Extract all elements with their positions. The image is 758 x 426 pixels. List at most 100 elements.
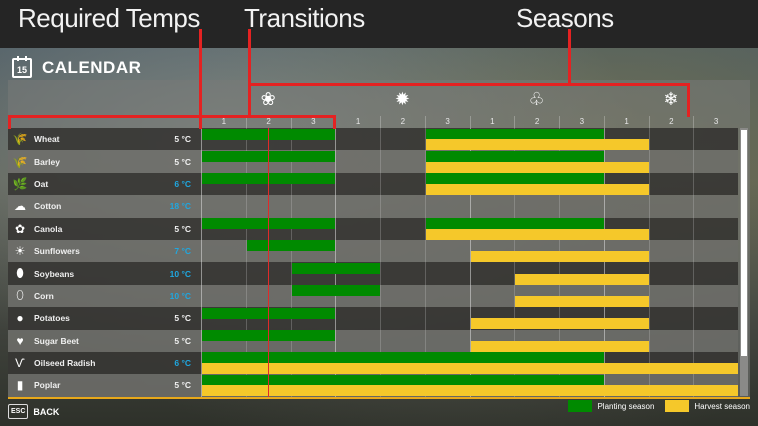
crop-required-temp: 10 °C xyxy=(169,290,191,301)
grid-cell xyxy=(245,262,291,285)
grid-cell xyxy=(693,172,738,196)
grid-cell xyxy=(335,150,380,173)
grid-cell xyxy=(380,172,425,196)
crop-icon: ☀ xyxy=(14,244,26,259)
crop-name: Oilseed Radish xyxy=(34,358,96,369)
grid-cell xyxy=(335,172,380,196)
crop-row[interactable]: ☁ Cotton 18 °C xyxy=(8,195,738,218)
grid-cell xyxy=(648,150,694,173)
period-label: 3 xyxy=(559,116,604,128)
grid-cell xyxy=(380,239,425,263)
page-title: CALENDAR xyxy=(42,58,142,77)
grid-cell xyxy=(424,128,470,151)
planting-swatch xyxy=(568,400,593,412)
grid-cell xyxy=(201,239,246,263)
period-label: 3 xyxy=(290,116,336,128)
harvest-bar xyxy=(470,318,649,330)
period-label: 3 xyxy=(424,116,470,128)
crop-icon: 🌾 xyxy=(12,132,28,147)
grid-cell xyxy=(380,217,425,240)
grid-cell xyxy=(380,329,425,352)
crop-cell: 🌿 Oat 6 °C xyxy=(8,172,201,196)
legend: Planting season Harvest season xyxy=(568,400,750,412)
grid-cell xyxy=(514,284,559,308)
crop-required-temp: 5 °C xyxy=(174,380,191,391)
crop-row[interactable]: ♥ Sugar Beet 5 °C xyxy=(8,329,738,352)
crop-row[interactable]: 🌾 Wheat 5 °C xyxy=(8,128,738,151)
harvest-legend-label: Harvest season xyxy=(694,401,750,411)
grid-cell xyxy=(380,195,425,218)
current-date-marker xyxy=(268,128,270,397)
season-grid xyxy=(201,172,738,196)
grid-cell xyxy=(648,307,694,330)
back-button[interactable]: ESC BACK xyxy=(8,404,59,419)
grid-cell xyxy=(335,195,380,218)
season-grid xyxy=(201,329,738,352)
crop-cell: ⬮ Soybeans 10 °C xyxy=(8,262,201,285)
grid-cell xyxy=(693,329,738,352)
planting-bar xyxy=(246,240,336,252)
crop-icon: ✿ xyxy=(14,221,26,236)
crop-cell: ● Potatoes 5 °C xyxy=(8,307,201,330)
esc-key-icon: ESC xyxy=(8,404,29,419)
grid-cell xyxy=(603,195,649,218)
annotation-line xyxy=(687,83,690,117)
grid-cell xyxy=(648,284,694,308)
grid-cell xyxy=(693,195,738,218)
grid-cell xyxy=(469,284,515,308)
grid-cell xyxy=(290,195,336,218)
harvest-bar xyxy=(202,363,738,375)
crop-row[interactable]: Ѵ Oilseed Radish 6 °C xyxy=(8,351,738,375)
grid-cell xyxy=(335,217,380,240)
crop-name: Potatoes xyxy=(34,313,70,324)
crop-name: Corn xyxy=(34,290,54,301)
back-label: BACK xyxy=(33,406,60,417)
period-label: 3 xyxy=(693,116,738,128)
annotation-banner xyxy=(0,0,758,48)
crop-row[interactable]: ● Potatoes 5 °C xyxy=(8,307,738,330)
season-grid xyxy=(201,150,738,173)
crop-required-temp: 5 °C xyxy=(174,156,191,167)
grid-cell xyxy=(201,351,246,375)
harvest-bar xyxy=(515,273,649,285)
crop-name: Barley xyxy=(34,156,60,167)
grid-cell xyxy=(648,329,694,352)
grid-cell xyxy=(201,329,246,352)
crop-cell: ♥ Sugar Beet 5 °C xyxy=(8,329,201,352)
planting-legend-label: Planting season xyxy=(597,401,655,411)
season-grid xyxy=(201,217,738,240)
grid-cell xyxy=(424,217,470,240)
grid-cell xyxy=(201,128,246,151)
crop-row[interactable]: ▮ Poplar 5 °C xyxy=(8,374,738,397)
crop-icon: ⬮ xyxy=(16,266,24,281)
grid-cell xyxy=(693,284,738,308)
planting-bar xyxy=(202,352,604,364)
scrollbar-thumb[interactable] xyxy=(741,130,747,356)
bottom-divider xyxy=(8,397,750,399)
crop-row[interactable]: ☀ Sunflowers 7 °C xyxy=(8,239,738,263)
grid-cell xyxy=(335,329,380,352)
grid-cell xyxy=(693,307,738,330)
planting-bar xyxy=(425,150,604,162)
harvest-bar xyxy=(515,295,649,307)
crop-icon: 🌿 xyxy=(12,176,28,191)
annotation-line xyxy=(8,115,11,129)
crop-row[interactable]: ✿ Canola 5 °C xyxy=(8,217,738,240)
season-grid xyxy=(201,262,738,285)
grid-cell xyxy=(648,128,694,151)
crop-name: Sugar Beet xyxy=(34,335,79,346)
season-autumn-icon: ♧ xyxy=(528,88,545,109)
grid-cell xyxy=(424,329,470,352)
crop-name: Wheat xyxy=(34,134,60,145)
crop-row[interactable]: 🌾 Barley 5 °C xyxy=(8,150,738,173)
crop-row[interactable]: ⬯ Corn 10 °C xyxy=(8,284,738,308)
grid-cell xyxy=(424,284,470,308)
crop-row[interactable]: 🌿 Oat 6 °C xyxy=(8,172,738,196)
crop-row[interactable]: ⬮ Soybeans 10 °C xyxy=(8,262,738,285)
crop-icon: ☁ xyxy=(14,199,26,214)
harvest-bar xyxy=(425,228,649,240)
period-label: 2 xyxy=(514,116,559,128)
harvest-swatch xyxy=(665,400,690,412)
grid-cell xyxy=(380,128,425,151)
grid-cell xyxy=(424,150,470,173)
